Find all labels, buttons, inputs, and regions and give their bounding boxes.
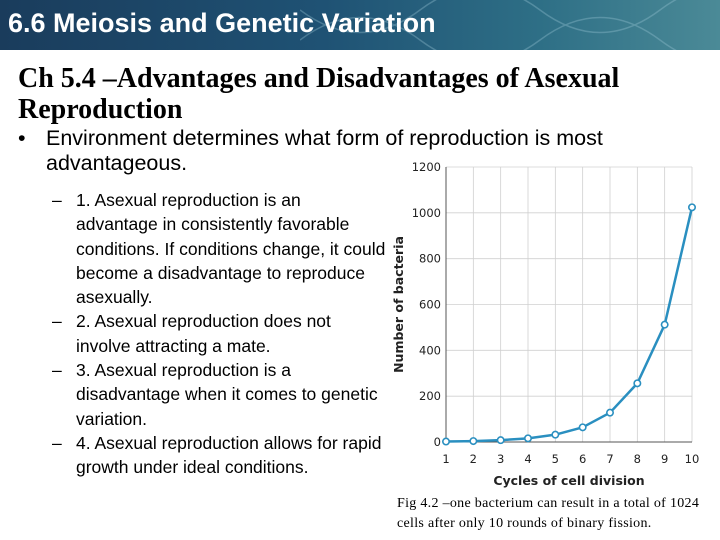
data-series-line — [445, 207, 694, 443]
y-tick-label: 1000 — [412, 206, 441, 220]
x-tick-label: 1 — [442, 452, 449, 466]
data-point — [441, 437, 450, 446]
sub-bullet-marker: – — [52, 190, 62, 210]
data-point — [687, 203, 696, 212]
y-tick-label: 1200 — [412, 160, 441, 174]
y-axis-title: Number of bacteria — [391, 236, 406, 373]
title-banner: 6.6 Meiosis and Genetic Variation — [0, 0, 720, 50]
banner-title: 6.6 Meiosis and Genetic Variation — [8, 8, 436, 38]
data-point — [469, 437, 478, 446]
sub-bullet-marker: – — [52, 311, 62, 332]
sub-bullet-text: 4. Asexual reproduction allows for rapid… — [76, 432, 382, 478]
data-point — [496, 436, 505, 445]
bacteria-growth-chart: 0 200 400 600 800 1000 1200 1 2 3 4 5 6 7 8 9 10 Cycles o… — [391, 160, 700, 488]
y-tick-label: 400 — [419, 343, 441, 357]
sub-bullet: – 4. Asexual reproduction allows for rap… — [52, 431, 387, 480]
x-tick-label: 3 — [497, 452, 504, 466]
data-point — [606, 408, 615, 417]
data-point — [551, 430, 560, 439]
sub-bullet-text: 3. Asexual reproduction is a disadvantag… — [76, 360, 378, 429]
x-tick-label: 6 — [579, 452, 586, 466]
x-tick-label: 5 — [552, 452, 559, 466]
figure-caption: Fig 4.2 –one bacterium can result in a t… — [397, 496, 700, 531]
main-bullet-text: Environment determines what form of repr… — [46, 126, 603, 175]
y-tick-label: 200 — [419, 389, 441, 403]
data-point — [578, 423, 587, 432]
sub-bullet-text: 1. Asexual reproduction is an advantage … — [76, 190, 386, 308]
sub-bullet: – 2. Asexual reproduction does not invol… — [52, 309, 387, 358]
sub-bullet-text: 2. Asexual reproduction does not involve… — [76, 311, 331, 356]
y-tick-label: 800 — [419, 252, 441, 266]
x-tick-label: 8 — [634, 452, 641, 466]
dna-strand-decoration — [300, 0, 677, 50]
slide-heading: Ch 5.4 –Advantages and Disadvantages of … — [18, 63, 620, 125]
data-point — [633, 379, 642, 388]
sub-bullet-marker: – — [52, 432, 62, 453]
x-tick-label: 2 — [470, 452, 477, 466]
x-tick-label: 10 — [685, 452, 700, 466]
sub-bullet-marker: – — [52, 360, 62, 381]
sub-bullet: – 1. Asexual reproduction is an advantag… — [52, 188, 387, 309]
data-point — [524, 434, 533, 443]
x-tick-label: 9 — [661, 452, 668, 466]
x-axis-title: Cycles of cell division — [493, 473, 644, 488]
sub-bullet-list: – 1. Asexual reproduction is an advantag… — [52, 188, 387, 480]
x-tick-label: 7 — [606, 452, 613, 466]
x-tick-label: 4 — [524, 452, 531, 466]
sub-bullet: – 3. Asexual reproduction is a disadvant… — [52, 358, 387, 431]
bullet-marker: • — [18, 126, 26, 150]
y-tick-label: 0 — [434, 435, 441, 449]
y-tick-label: 600 — [419, 298, 441, 312]
data-point — [660, 320, 669, 329]
